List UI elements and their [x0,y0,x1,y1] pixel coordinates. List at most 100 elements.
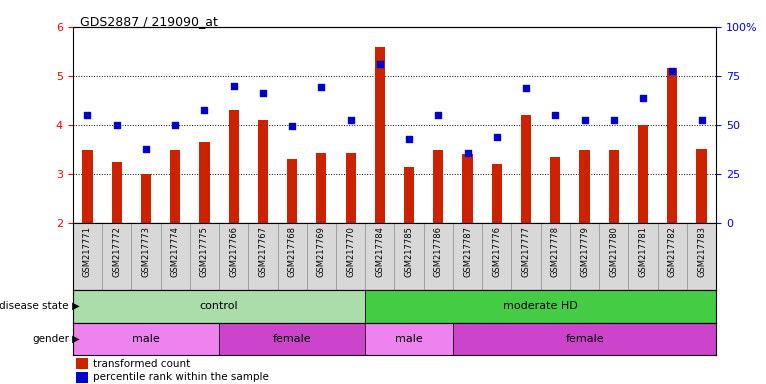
Bar [257,120,268,223]
Text: GSM217782: GSM217782 [668,226,677,277]
Point [549,112,561,118]
Bar [199,142,210,223]
Point [139,146,152,152]
Point [637,95,650,101]
Text: male: male [132,334,160,344]
Bar [345,153,355,223]
Point [228,83,240,89]
Text: gender: gender [32,334,69,344]
Point [666,68,679,74]
Text: female: female [565,334,604,344]
Point [461,150,473,156]
Text: GSM217771: GSM217771 [83,226,92,277]
Text: GSM217774: GSM217774 [171,226,180,277]
Text: GSM217778: GSM217778 [551,226,560,277]
Bar [453,323,716,355]
Bar [131,223,161,290]
Text: GDS2887 / 219090_at: GDS2887 / 219090_at [80,15,218,28]
Bar [102,223,131,290]
Bar [73,223,102,290]
Bar [73,290,365,323]
Text: ▶: ▶ [69,334,80,344]
Bar [521,115,532,223]
Text: GSM217767: GSM217767 [258,226,267,277]
Text: GSM217776: GSM217776 [493,226,502,277]
Bar [375,48,385,223]
Text: percentile rank within the sample: percentile rank within the sample [93,372,269,382]
Text: GSM217785: GSM217785 [404,226,414,277]
Text: GSM217777: GSM217777 [522,226,531,277]
Text: GSM217775: GSM217775 [200,226,209,277]
Bar [336,223,365,290]
Bar [287,159,297,223]
Bar [570,223,599,290]
Bar [76,358,87,369]
Text: GSM217786: GSM217786 [434,226,443,277]
Point [81,112,93,118]
Text: moderate HD: moderate HD [503,301,578,311]
Point [696,117,708,123]
Text: GSM217773: GSM217773 [142,226,150,277]
Point [607,117,620,123]
Bar [463,154,473,223]
Bar [667,68,677,223]
Text: GSM217783: GSM217783 [697,226,706,277]
Text: disease state: disease state [0,301,69,311]
Bar [404,167,414,223]
Text: GSM217770: GSM217770 [346,226,355,277]
Text: GSM217772: GSM217772 [112,226,121,277]
Bar [228,110,239,223]
Bar [365,290,716,323]
Bar [277,223,306,290]
Point [520,85,532,91]
Bar [453,223,483,290]
Text: GSM217781: GSM217781 [639,226,647,277]
Bar [73,323,219,355]
Bar [609,150,619,223]
Text: GSM217784: GSM217784 [375,226,385,277]
Bar [687,223,716,290]
Text: GSM217769: GSM217769 [317,226,326,277]
Bar [141,174,151,223]
Bar [365,223,394,290]
Bar [248,223,277,290]
Point [198,107,211,113]
Text: GSM217766: GSM217766 [229,226,238,277]
Point [110,122,123,128]
Bar [112,162,122,223]
Bar [394,223,424,290]
Bar [492,164,502,223]
Bar [628,223,658,290]
Bar [82,150,93,223]
Bar [190,223,219,290]
Point [432,112,444,118]
Bar [638,125,648,223]
Point [374,61,386,67]
Bar [599,223,628,290]
Bar [306,223,336,290]
Point [403,136,415,142]
Text: ▶: ▶ [69,301,80,311]
Point [578,117,591,123]
Text: control: control [200,301,238,311]
Bar [365,323,453,355]
Point [316,84,328,90]
Bar [434,150,444,223]
Text: GSM217768: GSM217768 [287,226,296,277]
Text: transformed count: transformed count [93,359,191,369]
Bar [170,150,180,223]
Point [345,117,357,123]
Point [286,123,298,129]
Bar [219,223,248,290]
Bar [161,223,190,290]
Point [169,122,182,128]
Bar [483,223,512,290]
Text: GSM217780: GSM217780 [609,226,618,277]
Bar [219,323,365,355]
Bar [696,149,707,223]
Bar [580,150,590,223]
Bar [550,157,561,223]
Bar [541,223,570,290]
Bar [76,372,87,382]
Bar [658,223,687,290]
